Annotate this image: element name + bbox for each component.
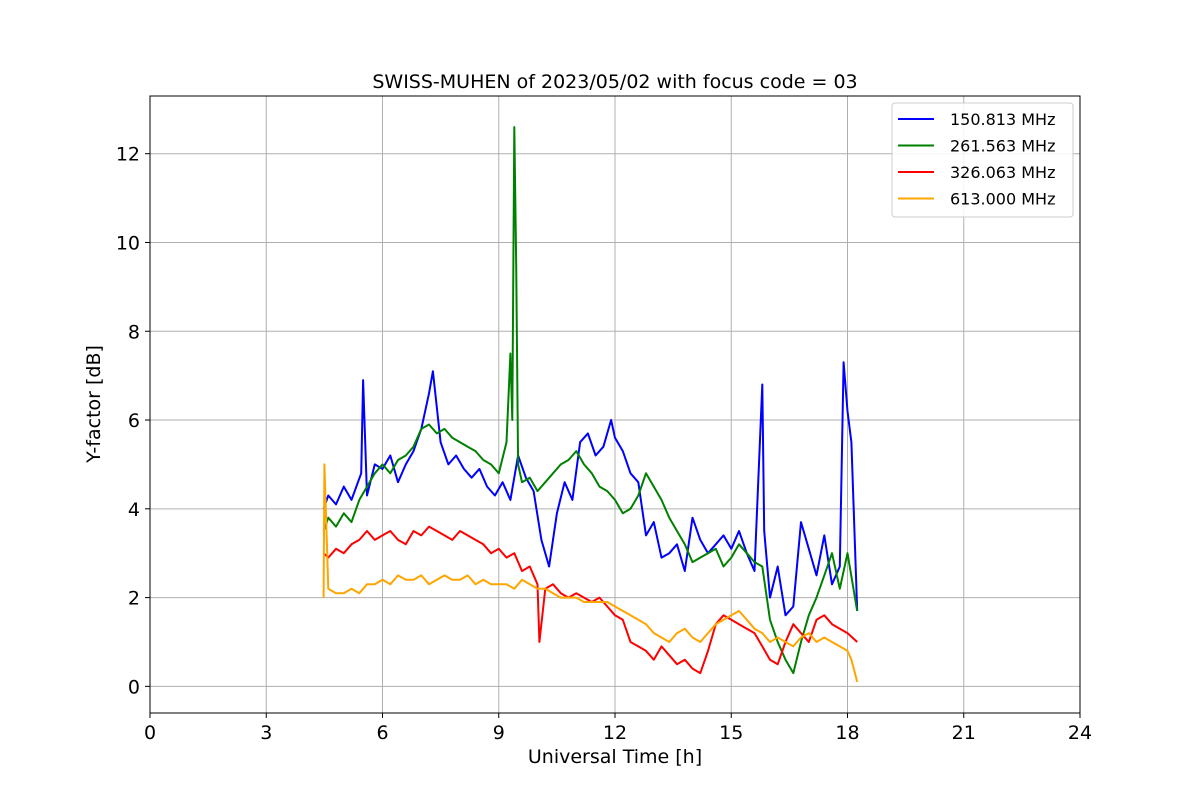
- plot-area: [322, 126, 859, 683]
- series-line-0: [322, 361, 859, 617]
- y-tick-label: 2: [128, 588, 140, 610]
- y-tick-label: 8: [128, 321, 140, 343]
- x-tick-label: 21: [952, 722, 976, 744]
- x-tick-label: 6: [376, 722, 388, 744]
- x-tick-label: 3: [260, 722, 272, 744]
- x-tick-label: 0: [144, 722, 156, 744]
- series-line-2: [322, 525, 858, 675]
- x-tick-label: 15: [719, 722, 743, 744]
- y-tick-label: 6: [128, 410, 140, 432]
- y-tick-label: 4: [128, 499, 140, 521]
- x-tick-label: 24: [1068, 722, 1092, 744]
- series-line-1: [322, 126, 859, 675]
- legend-box: [891, 102, 1074, 218]
- legend-label-2: 326.063 MHz: [950, 163, 1055, 182]
- legend: 150.813 MHz 261.563 MHz 326.063 MHz 613.000…: [891, 102, 1074, 218]
- y-tick-label: 12: [116, 144, 140, 166]
- y-tick-label: 10: [116, 232, 140, 254]
- legend-label-1: 261.563 MHz: [950, 137, 1055, 156]
- series-line-3: [322, 463, 859, 683]
- x-tick-label: 18: [835, 722, 859, 744]
- legend-label-3: 613.000 MHz: [950, 190, 1055, 209]
- x-tick-label: 12: [603, 722, 627, 744]
- y-axis-label: Y-factor [dB]: [83, 345, 105, 464]
- chart-title: SWISS-MUHEN of 2023/05/02 with focus cod…: [372, 71, 857, 93]
- legend-label-0: 150.813 MHz: [950, 110, 1055, 129]
- y-tick-label: 0: [128, 676, 140, 698]
- x-tick-label: 9: [493, 722, 505, 744]
- x-axis-label: Universal Time [h]: [528, 746, 702, 768]
